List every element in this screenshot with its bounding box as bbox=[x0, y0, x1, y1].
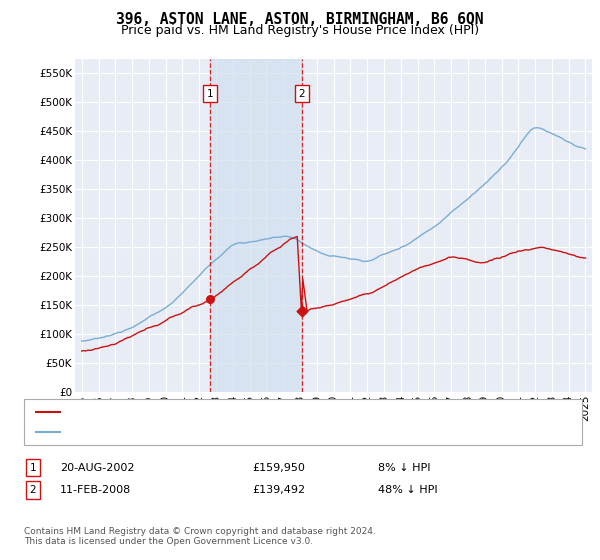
Text: Contains HM Land Registry data © Crown copyright and database right 2024.
This d: Contains HM Land Registry data © Crown c… bbox=[24, 527, 376, 546]
Text: Price paid vs. HM Land Registry's House Price Index (HPI): Price paid vs. HM Land Registry's House … bbox=[121, 24, 479, 38]
Text: 2: 2 bbox=[29, 485, 37, 495]
Text: 20-AUG-2002: 20-AUG-2002 bbox=[60, 463, 134, 473]
Bar bbox=[210, 59, 302, 392]
Point bbox=[205, 295, 215, 304]
Text: £139,492: £139,492 bbox=[252, 485, 305, 495]
Text: 396, ASTON LANE, ASTON, BIRMINGHAM, B6 6QN (detached house): 396, ASTON LANE, ASTON, BIRMINGHAM, B6 6… bbox=[66, 407, 443, 417]
Text: £159,950: £159,950 bbox=[252, 463, 305, 473]
Text: 2: 2 bbox=[299, 88, 305, 99]
Text: 396, ASTON LANE, ASTON, BIRMINGHAM, B6 6QN: 396, ASTON LANE, ASTON, BIRMINGHAM, B6 6… bbox=[116, 12, 484, 27]
Text: 8% ↓ HPI: 8% ↓ HPI bbox=[378, 463, 431, 473]
Text: 48% ↓ HPI: 48% ↓ HPI bbox=[378, 485, 437, 495]
Text: 11-FEB-2008: 11-FEB-2008 bbox=[60, 485, 131, 495]
Text: HPI: Average price, detached house, Birmingham: HPI: Average price, detached house, Birm… bbox=[66, 427, 341, 437]
Text: 1: 1 bbox=[29, 463, 37, 473]
Point bbox=[297, 307, 307, 316]
Text: 1: 1 bbox=[206, 88, 214, 99]
